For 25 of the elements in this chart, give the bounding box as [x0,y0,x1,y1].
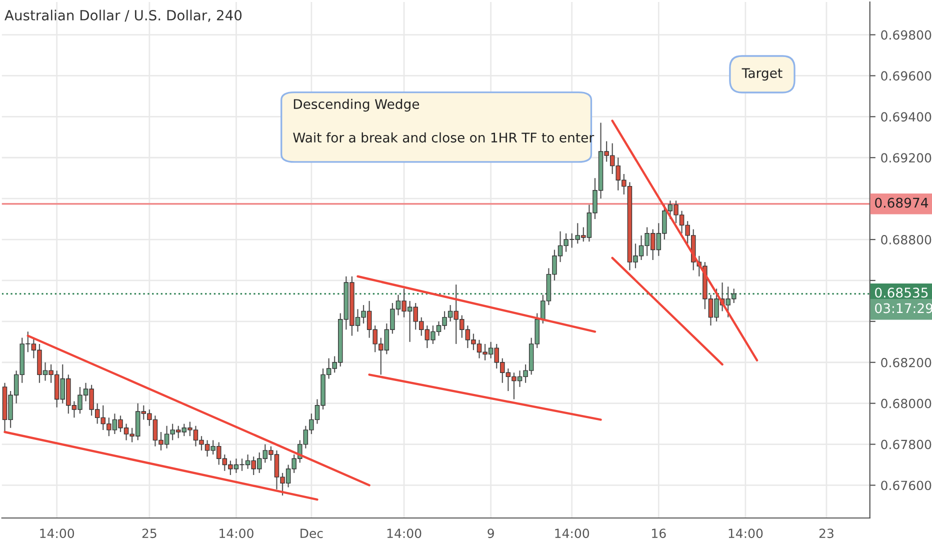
y-tick-label: 0.68200 [881,358,932,368]
x-tick-label: 14:00 [220,528,254,538]
annotation: Target [742,68,782,81]
ref-line-label: 0.68535 [875,288,928,298]
x-tick-label: 14:00 [387,528,422,538]
x-tick-label: Dec [300,528,323,538]
x-tick-label: 14:00 [40,528,74,538]
chart-title: Australian Dollar / U.S. Dollar, 240 [4,10,242,22]
annotation: Wait for a break and close on 1HR TF to enter [293,132,594,143]
y-tick-label: 0.67600 [881,480,932,490]
y-tick-label: 0.68800 [881,234,932,244]
y-tick-label: 0.67800 [881,440,932,450]
x-tick-label: 9 [488,528,494,538]
y-tick-label: 0.69800 [881,30,932,40]
y-tick-label: 0.69400 [881,112,932,122]
x-tick-label: 25 [142,528,156,538]
annotation: Descending Wedge [294,98,420,112]
x-tick-label: 14:00 [555,528,590,538]
y-tick-label: 0.68000 [881,398,932,408]
x-tick-label: 23 [819,528,834,538]
x-tick-label: 14:00 [728,528,763,538]
y-tick-label: 0.69600 [881,71,932,81]
y-tick-label: 0.69200 [881,153,932,163]
ref-line-label: 0.68974 [875,198,928,208]
x-tick-label: 16 [652,528,666,538]
